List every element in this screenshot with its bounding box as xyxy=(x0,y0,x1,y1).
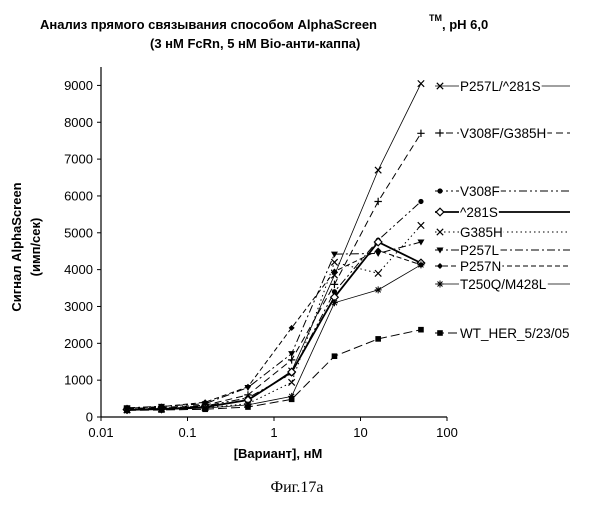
series-wt-her-5-23-05-marker xyxy=(202,406,208,412)
series-wt-her-5-23-05-marker xyxy=(418,327,424,333)
y-tick-label: 0 xyxy=(86,410,93,425)
y-axis-label-line2: (имп/сек) xyxy=(28,218,43,277)
series-281s-line xyxy=(127,242,421,410)
y-tick-label: 6000 xyxy=(64,188,93,203)
legend-281s-marker xyxy=(436,208,444,216)
series-layer xyxy=(123,80,425,413)
x-axis-label: [Вариант], нМ xyxy=(234,446,323,461)
series-wt-her-5-23-05 xyxy=(124,327,424,413)
legend-g385h-label: G385H xyxy=(460,225,503,240)
legend-281s-label: ^281S xyxy=(460,205,498,220)
legend-layer: P257L/^281S V308F/G385H V308F ^281S G385H P25… xyxy=(435,79,571,341)
legend-p257n: P257N xyxy=(435,259,570,274)
series-v308f xyxy=(124,199,423,412)
series-wt-her-5-23-05-marker xyxy=(375,336,381,342)
legend-281s: ^281S xyxy=(435,205,570,220)
series-v308f-g385h-marker xyxy=(374,198,381,205)
series-wt-her-5-23-05-marker xyxy=(159,407,165,413)
series-g385h-marker xyxy=(375,270,381,276)
series-t250q-m428l-marker xyxy=(417,261,424,268)
y-tick-label: 2000 xyxy=(64,336,93,351)
legend-wt-her-5-23-05-marker xyxy=(437,330,443,336)
series-p257l-281s xyxy=(124,80,424,412)
legend-t250q-m428l-marker xyxy=(437,281,444,288)
legend-wt-her-5-23-05: WT_HER_5/23/05 xyxy=(435,326,571,341)
series-v308f-g385h-marker xyxy=(417,130,424,137)
y-axis-label-line1: Сигнал AlphaScreen xyxy=(9,182,24,311)
chart-title-line2: (3 нМ FcRn, 5 нМ Bio-анти-каппа) xyxy=(150,36,360,51)
x-tick-label: 100 xyxy=(436,425,458,440)
series-p257l-marker xyxy=(331,252,338,258)
y-tick-label: 1000 xyxy=(64,373,93,388)
x-tick-label: 0.01 xyxy=(88,425,113,440)
series-wt-her-5-23-05-line xyxy=(127,330,421,411)
legend-g385h-marker xyxy=(437,229,443,235)
chart-title-main: Анализ прямого связывания способом Alpha… xyxy=(40,17,377,32)
series-v308f-g385h-marker xyxy=(288,356,295,363)
series-wt-her-5-23-05-marker xyxy=(124,408,130,414)
chart-title-tm: TM xyxy=(429,13,442,23)
series-v308f-line xyxy=(127,201,421,409)
legend-t250q-m428l: T250Q/M428L xyxy=(435,277,570,292)
y-tick-label: 4000 xyxy=(64,262,93,277)
ticks-layer: 0 1000 2000 3000 4000 5000 6000 7000 8000 9000 0.0… xyxy=(64,78,458,440)
figure-caption: Фиг.17а xyxy=(270,479,323,496)
series-p257n-marker xyxy=(245,384,251,390)
series-g385h-marker xyxy=(418,222,424,228)
series-wt-her-5-23-05-marker xyxy=(332,353,338,359)
series-281s xyxy=(123,238,425,413)
legend-wt-her-5-23-05-label: WT_HER_5/23/05 xyxy=(460,326,570,341)
chart-title-line1: Анализ прямого связывания способом Alpha… xyxy=(40,17,377,32)
series-p257l-281s-line xyxy=(127,84,421,410)
series-wt-her-5-23-05-marker xyxy=(289,397,295,403)
series-p257l-281s-marker xyxy=(418,80,424,86)
legend-v308f-g385h-label: V308F/G385H xyxy=(460,126,546,141)
series-g385h-marker xyxy=(331,259,337,265)
series-wt-her-5-23-05-marker xyxy=(245,404,251,410)
legend-v308f-g385h-marker xyxy=(436,129,443,136)
series-g385h-marker xyxy=(288,379,294,385)
legend-v308f-label: V308F xyxy=(460,184,500,199)
series-p257l-281s-marker xyxy=(375,167,381,173)
x-tick-label: 1 xyxy=(270,425,277,440)
y-tick-label: 9000 xyxy=(64,78,93,93)
series-p257l xyxy=(124,240,425,412)
y-tick-label: 5000 xyxy=(64,225,93,240)
legend-p257l-label: P257L xyxy=(460,243,500,258)
legend-p257l-281s: P257L/^281S xyxy=(435,79,570,94)
legend-g385h: G385H xyxy=(435,225,570,240)
chart-title-ph: , pH 6,0 xyxy=(442,17,488,32)
x-tick-label: 10 xyxy=(353,425,367,440)
legend-v308f: V308F xyxy=(435,184,570,199)
series-v308f-marker xyxy=(418,199,423,204)
x-tick-label: 0.1 xyxy=(178,425,196,440)
series-v308f-g385h-line xyxy=(127,133,421,408)
legend-p257n-marker xyxy=(437,263,443,269)
legend-p257l-281s-label: P257L/^281S xyxy=(460,79,541,94)
y-tick-label: 8000 xyxy=(64,115,93,130)
series-t250q-m428l-marker xyxy=(331,299,338,306)
legend-v308f-marker xyxy=(437,188,442,193)
legend-p257n-label: P257N xyxy=(460,259,501,274)
y-tick-label: 3000 xyxy=(64,299,93,314)
y-tick-label: 7000 xyxy=(64,152,93,167)
series-t250q-m428l-marker xyxy=(375,286,382,293)
legend-v308f-g385h: V308F/G385H xyxy=(435,126,570,141)
legend-p257l: P257L xyxy=(435,243,570,258)
legend-t250q-m428l-label: T250Q/M428L xyxy=(460,277,547,292)
